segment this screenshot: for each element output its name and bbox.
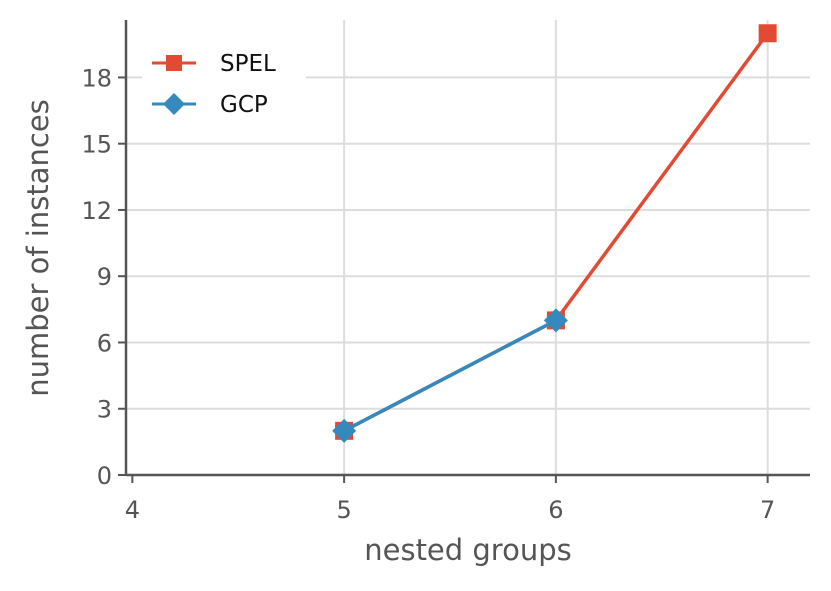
y-tick-label: 9 <box>97 263 112 291</box>
legend-label-spel: SPEL <box>220 51 276 77</box>
data-point-spel <box>758 24 777 43</box>
legend-label-gcp: GCP <box>220 92 268 118</box>
data-point-gcp <box>332 418 357 443</box>
x-axis-ticks: 4 5 6 7 <box>125 475 775 524</box>
y-axis-title: number of instances <box>21 99 55 397</box>
axes <box>124 20 810 477</box>
legend-marker-gcp <box>163 93 185 115</box>
series-layer <box>332 24 777 443</box>
data-point-gcp <box>543 308 568 333</box>
legend-marker-spel <box>166 55 182 71</box>
series-line-gcp <box>343 318 557 433</box>
y-axis-ticks: 0 3 6 9 12 15 18 <box>81 64 126 490</box>
x-tick-label: 5 <box>336 496 351 524</box>
y-tick-label: 6 <box>97 329 112 357</box>
y-tick-label: 18 <box>81 64 112 92</box>
x-tick-label: 6 <box>548 496 563 524</box>
x-tick-label: 7 <box>760 496 775 524</box>
legend: SPEL GCP <box>142 40 306 132</box>
y-tick-label: 0 <box>97 462 112 490</box>
y-tick-label: 3 <box>97 396 112 424</box>
x-axis-title: nested groups <box>364 533 572 567</box>
x-tick-label: 4 <box>125 496 140 524</box>
y-tick-label: 15 <box>81 131 112 159</box>
y-tick-label: 12 <box>81 197 112 225</box>
